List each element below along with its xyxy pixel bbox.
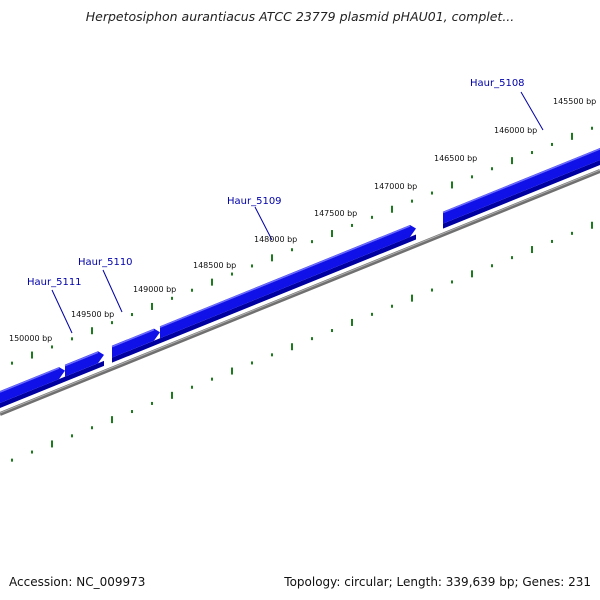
gene-label-haur-5108[interactable]: Haur_5108 — [470, 78, 525, 89]
scale-labels: 145500 bp 146000 bp 146500 bp 147000 bp … — [9, 97, 596, 343]
callout-haur-5111 — [51, 289, 73, 334]
genome-summary-text: Topology: circular; Length: 339,639 bp; … — [284, 575, 591, 589]
gene-highlight — [111, 328, 155, 348]
scale-label: 148500 bp — [193, 261, 236, 270]
map-title: Herpetosiphon aurantiacus ATCC 23779 pla… — [85, 9, 515, 24]
gene-arrow — [0, 367, 65, 408]
gene-shadow — [0, 376, 65, 408]
backbone-line — [0, 169, 600, 416]
gene-highlight — [442, 148, 600, 214]
gene-arrow-haur-5111 — [64, 351, 104, 382]
gene-body — [443, 148, 600, 224]
scale-label: 148000 bp — [254, 235, 297, 244]
gene-label-haur-5111[interactable]: Haur_5111 — [27, 277, 82, 288]
gene-shadow — [112, 338, 160, 363]
gene-shadow — [65, 360, 104, 382]
scale-label: 149000 bp — [133, 285, 176, 294]
callout-haur-5110 — [102, 269, 123, 313]
scale-label: 149500 bp — [71, 310, 114, 319]
callouts — [51, 91, 544, 334]
gene-arrow-haur-5109 — [159, 224, 416, 344]
callout-haur-5109 — [254, 206, 273, 241]
gene-label-haur-5110[interactable]: Haur_5110 — [78, 257, 133, 268]
gene-track — [0, 148, 600, 408]
scale-label: 147000 bp — [374, 182, 417, 191]
gene-labels: Haur_5108 Haur_5109 Haur_5110 Haur_5111 — [27, 78, 525, 288]
gene-body — [160, 224, 416, 339]
gene-highlight — [64, 351, 99, 367]
scale-label: 147500 bp — [314, 209, 357, 218]
backbone-highlight — [0, 169, 600, 414]
accession-text: Accession: NC_009973 — [9, 575, 146, 589]
gene-body — [65, 351, 104, 377]
gene-highlight — [159, 225, 411, 328]
gene-shadow — [443, 160, 600, 229]
inner-tick-ring — [11, 221, 593, 462]
callout-haur-5108 — [520, 91, 544, 131]
scale-label: 146500 bp — [434, 154, 477, 163]
outer-tick-ring — [11, 126, 593, 365]
scale-label: 150000 bp — [9, 334, 52, 343]
scale-label: 145500 bp — [553, 97, 596, 106]
gene-arrow-haur-5110 — [111, 328, 160, 363]
gene-arrow-haur-5108 — [442, 148, 600, 229]
gene-highlight — [0, 367, 60, 393]
gene-body — [112, 328, 160, 358]
gene-body — [0, 367, 65, 403]
gene-shadow — [160, 234, 416, 344]
gene-label-haur-5109[interactable]: Haur_5109 — [227, 196, 282, 207]
scale-label: 146000 bp — [494, 126, 537, 135]
